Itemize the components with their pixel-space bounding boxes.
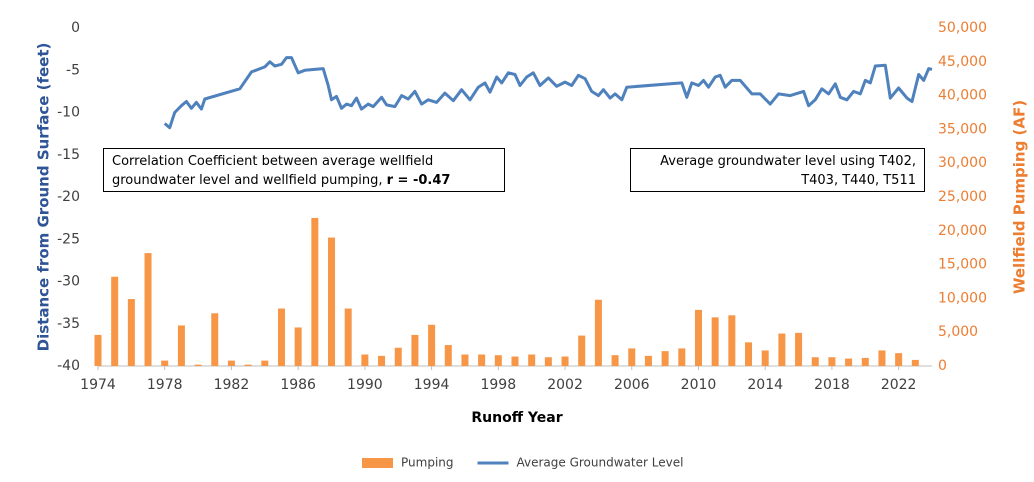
bar [561,356,569,366]
legend-swatch [362,458,393,468]
bar [728,315,736,366]
y-tick-label: -35 [57,316,80,332]
y2-tick-label: 15,000 [938,257,987,273]
x-tick-label: 2014 [747,377,783,393]
y2-axis-title: Wellfield Pumping (AF) [1011,100,1029,294]
x-tick-label: 1978 [147,377,183,393]
bar [261,360,269,366]
y-tick-label: -15 [57,147,80,163]
bar [344,308,352,366]
y2-tick-label: 0 [938,358,947,374]
bar [694,309,702,366]
bar [678,348,686,366]
y2-tick-label: 25,000 [938,189,987,205]
bar [911,359,919,366]
y2-tick-label: 40,000 [938,88,987,104]
bar [194,364,202,366]
annotation-box: Average groundwater level using T402, T4… [630,148,925,192]
bar [294,327,302,366]
bar [311,217,319,366]
bar [511,356,519,366]
bar [578,335,586,366]
bar [845,358,853,366]
bar [895,353,903,366]
annotation: Correlation Coefficient between average … [112,154,434,188]
bar [644,355,652,366]
y-tick-label: -25 [57,231,80,247]
bar [244,364,252,366]
x-tick-label: 2018 [814,377,850,393]
y2-tick-label: 45,000 [938,54,987,70]
bar [211,313,219,366]
y2-tick-label: 30,000 [938,155,987,171]
bar [878,350,886,366]
bar [161,360,169,366]
x-tick-label: 1982 [214,377,250,393]
bar [394,347,402,366]
annotation-box: Correlation Coefficient between average … [103,148,505,192]
bar [811,357,819,366]
bar [428,324,436,366]
bar [711,317,719,366]
x-tick-label: 1986 [280,377,316,393]
x-axis-title: Runoff Year [471,410,562,426]
y-tick-label: 0 [71,20,80,36]
bar [177,325,185,366]
legend-label: Average Groundwater Level [517,456,684,470]
bar [828,357,836,366]
x-tick-label: 1974 [80,377,116,393]
y-tick-label: -20 [57,189,80,205]
legend-label: Pumping [401,456,454,470]
y-tick-label: -10 [57,105,80,121]
bar [544,357,552,366]
bar [861,357,869,366]
bar [795,332,803,366]
bar [444,345,452,366]
bar [461,354,469,366]
y2-tick-label: 35,000 [938,121,987,137]
x-tick-label: 1998 [480,377,516,393]
bar [328,237,336,366]
annotation-emphasis: r = -0.47 [386,173,451,188]
y-tick-label: -40 [57,358,80,374]
bar [144,253,152,366]
y-tick-label: -5 [66,62,80,78]
y2-tick-label: 20,000 [938,223,987,239]
bar [628,348,636,366]
bar [378,355,386,366]
bar [778,333,786,366]
x-tick-label: 2010 [681,377,717,393]
x-tick-label: 2006 [614,377,650,393]
y2-tick-label: 50,000 [938,20,987,36]
x-tick-label: 2022 [881,377,917,393]
bar [611,355,619,366]
y2-tick-label: 10,000 [938,290,987,306]
bar [227,360,235,366]
x-tick-label: 1994 [414,377,450,393]
bar [594,299,602,366]
bar [111,276,119,366]
bar [661,351,669,366]
y-axis-title: Distance from Ground Surface (feet) [35,43,53,352]
annotation: Average groundwater level using T402, T4… [660,154,916,188]
bar [127,299,135,366]
bar [494,355,502,366]
y-tick-label: -30 [57,274,80,290]
bar [94,334,102,366]
x-tick-label: 2002 [547,377,583,393]
bar [761,350,769,366]
y2-tick-label: 5,000 [938,324,978,340]
bar [411,334,419,366]
bar [745,342,753,366]
bar [528,354,536,366]
x-tick-label: 1990 [347,377,383,393]
bar [478,354,486,366]
bar [277,308,285,366]
bar [361,354,369,366]
line [163,56,933,130]
